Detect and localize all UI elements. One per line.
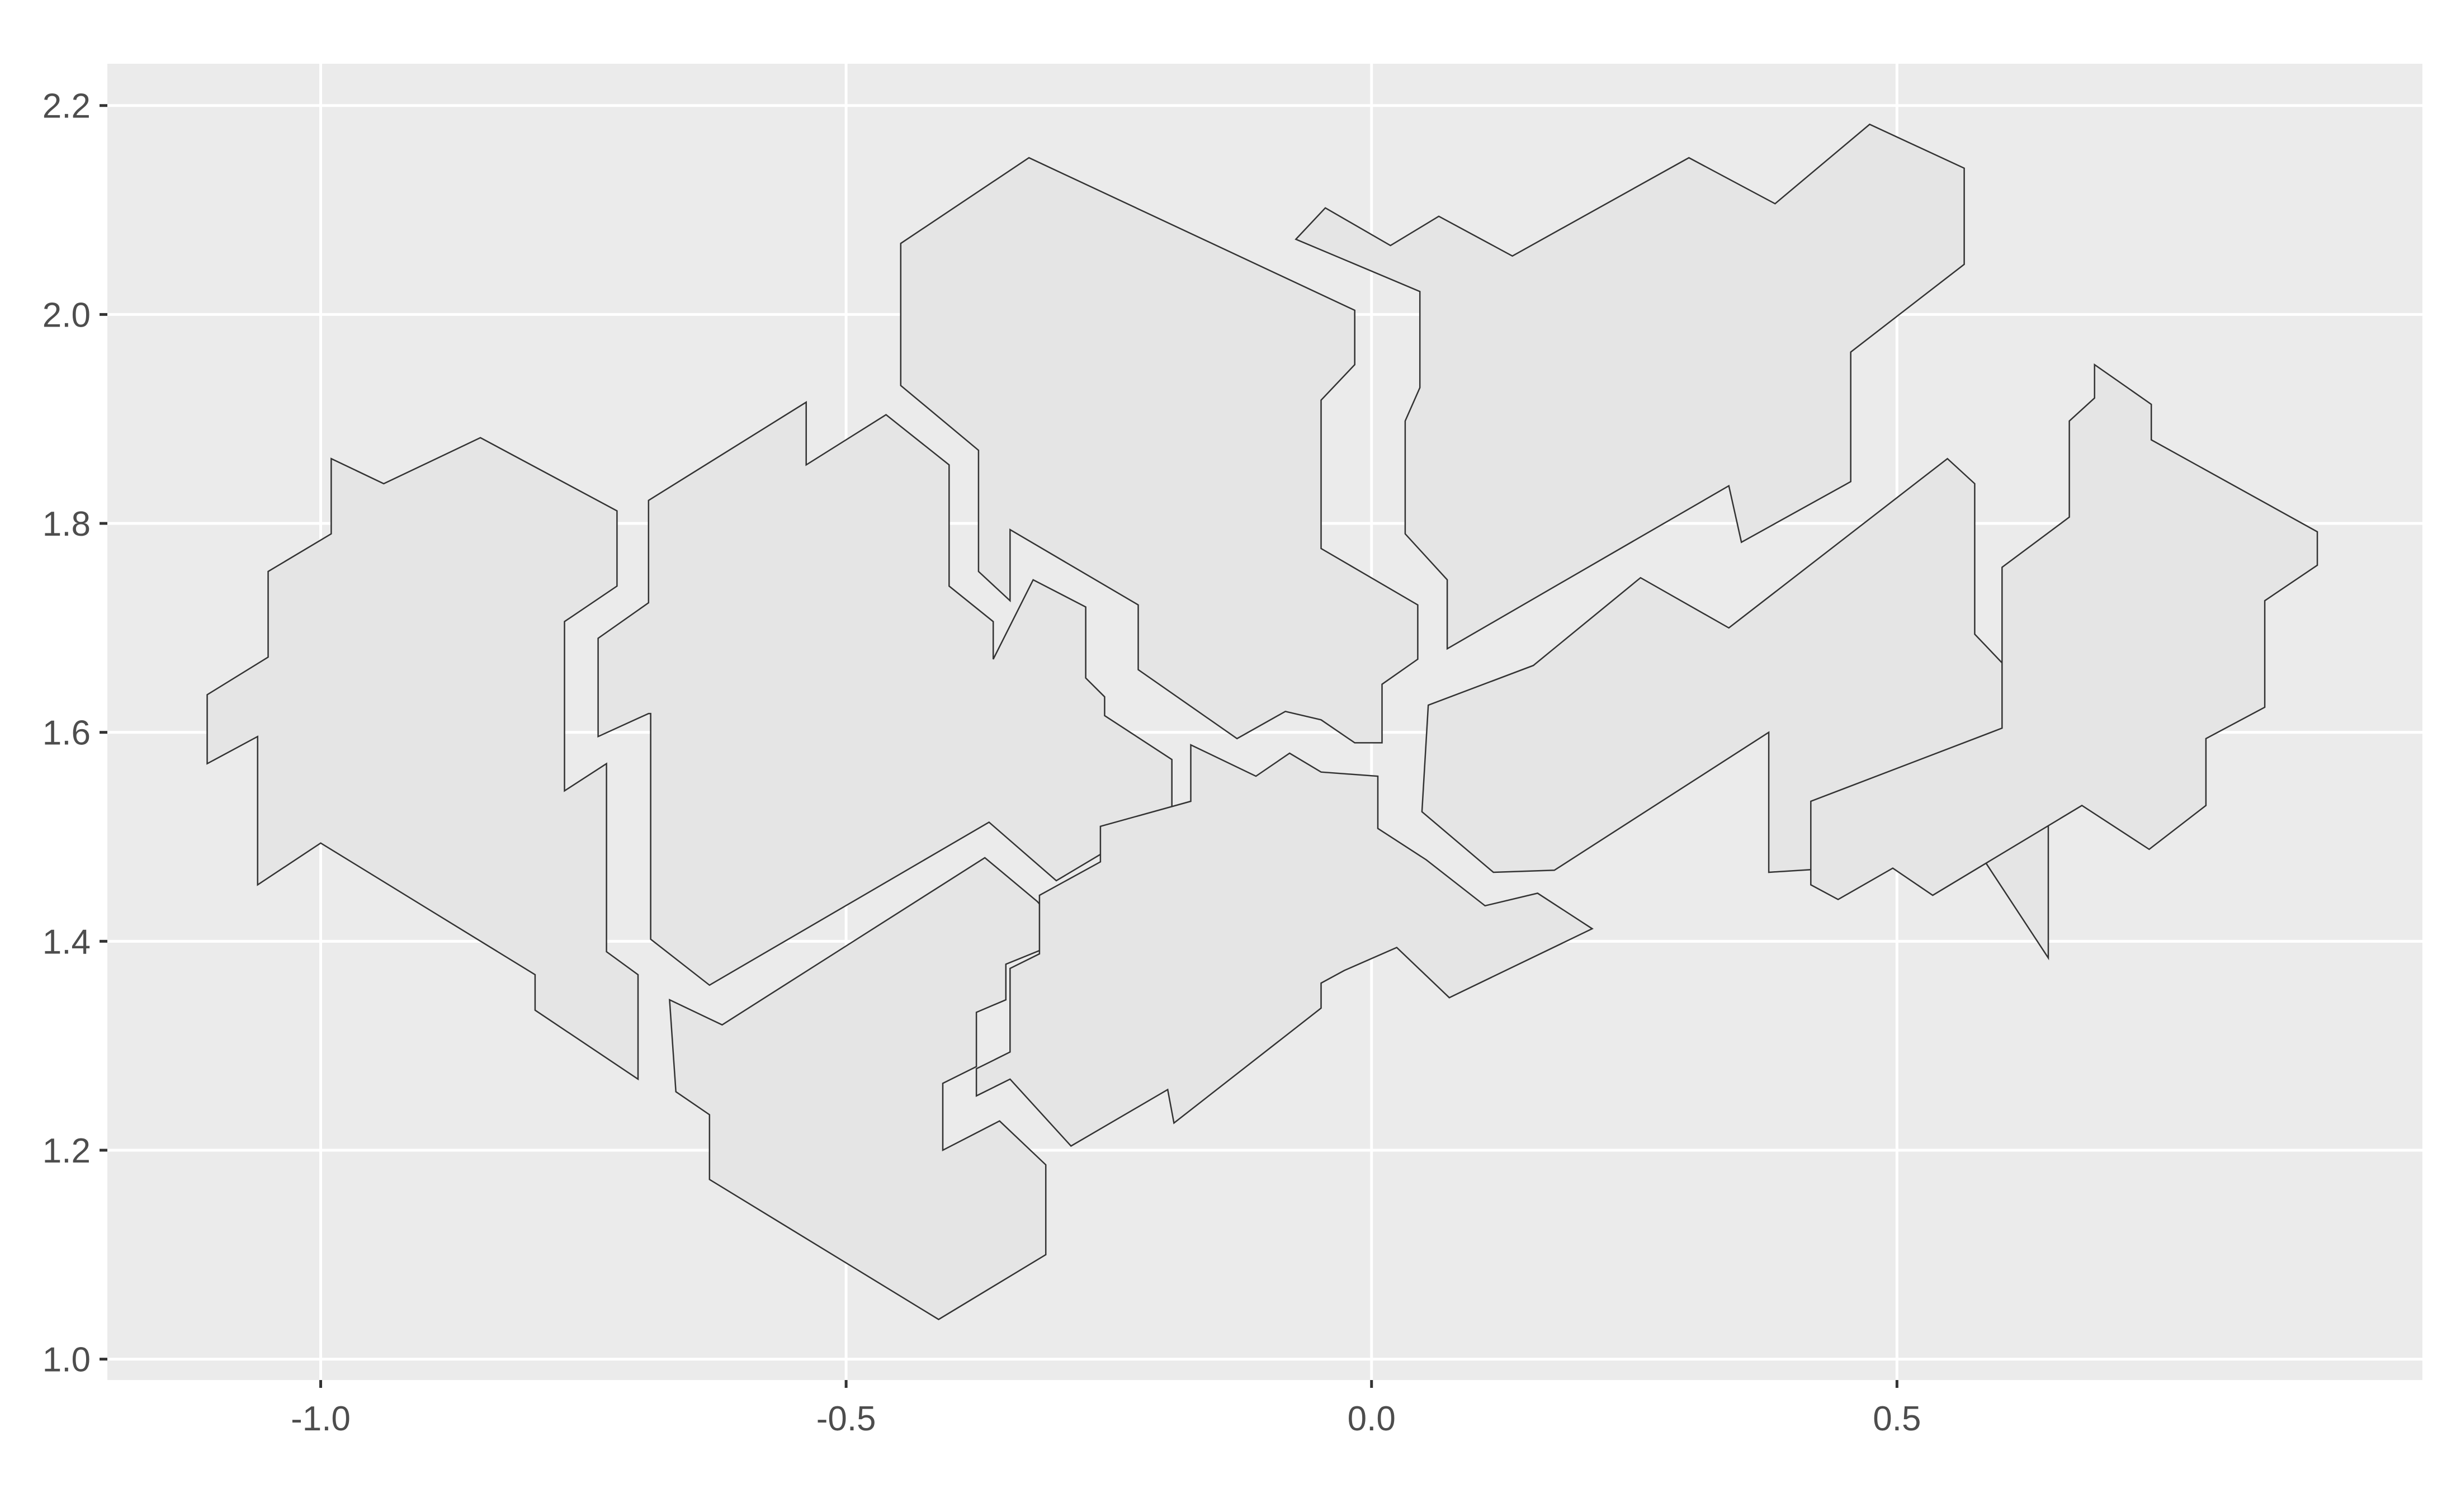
x-tick-label: -1.0 xyxy=(291,1400,351,1438)
y-tick-label: 2.0 xyxy=(42,296,91,334)
y-tick-label: 1.4 xyxy=(42,923,91,961)
y-tick-label: 1.0 xyxy=(42,1341,91,1379)
x-tick-label: 0.5 xyxy=(1873,1400,1921,1438)
y-tick-label: 1.2 xyxy=(42,1132,91,1170)
x-tick-label: -0.5 xyxy=(816,1400,876,1438)
polygon-1 xyxy=(206,437,639,1081)
polygon-layer xyxy=(206,123,2318,1321)
polygon-8 xyxy=(975,744,1594,1147)
y-axis: 1.0 1.2 1.4 1.6 1.8 2.0 2.2 xyxy=(42,87,107,1379)
polygon-3 xyxy=(900,157,1419,744)
x-tick-label: 0.0 xyxy=(1348,1400,1396,1438)
y-tick-label: 2.2 xyxy=(42,87,91,126)
x-axis: -1.0 -0.5 0.0 0.5 xyxy=(291,1380,1921,1438)
polygon-6 xyxy=(1810,363,2318,901)
polygon-2 xyxy=(597,401,1173,986)
polygon-4 xyxy=(1295,123,1965,650)
y-tick-label: 1.8 xyxy=(42,505,91,544)
y-tick-label: 1.6 xyxy=(42,714,91,753)
polygon-5 xyxy=(1421,457,2049,961)
